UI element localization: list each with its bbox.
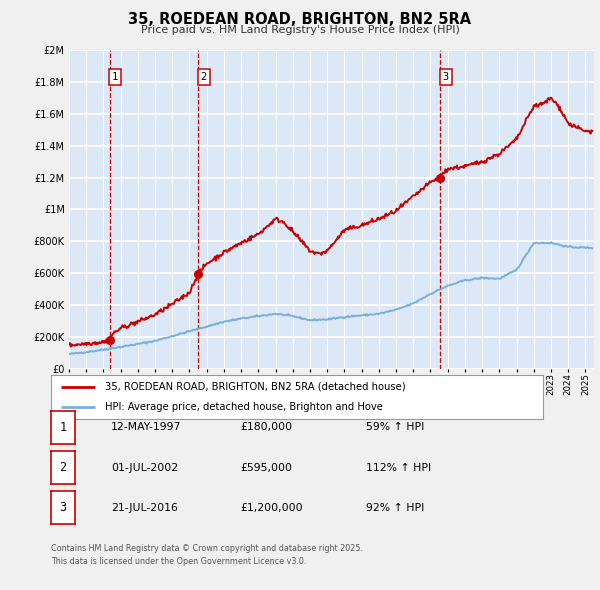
Text: 1: 1 <box>112 72 118 82</box>
Text: 59% ↑ HPI: 59% ↑ HPI <box>366 422 424 432</box>
Text: £180,000: £180,000 <box>240 422 292 432</box>
Text: 35, ROEDEAN ROAD, BRIGHTON, BN2 5RA (detached house): 35, ROEDEAN ROAD, BRIGHTON, BN2 5RA (det… <box>105 382 406 392</box>
Text: 2: 2 <box>59 461 67 474</box>
Text: 12-MAY-1997: 12-MAY-1997 <box>111 422 181 432</box>
Text: 1: 1 <box>59 421 67 434</box>
Text: 21-JUL-2016: 21-JUL-2016 <box>111 503 178 513</box>
Text: 2: 2 <box>200 72 207 82</box>
Text: HPI: Average price, detached house, Brighton and Hove: HPI: Average price, detached house, Brig… <box>105 402 383 412</box>
Text: £595,000: £595,000 <box>240 463 292 473</box>
Text: 3: 3 <box>443 72 449 82</box>
Text: £1,200,000: £1,200,000 <box>240 503 302 513</box>
Text: 01-JUL-2002: 01-JUL-2002 <box>111 463 178 473</box>
Text: This data is licensed under the Open Government Licence v3.0.: This data is licensed under the Open Gov… <box>51 558 307 566</box>
Text: 3: 3 <box>59 501 67 514</box>
Text: Contains HM Land Registry data © Crown copyright and database right 2025.: Contains HM Land Registry data © Crown c… <box>51 545 363 553</box>
Text: Price paid vs. HM Land Registry's House Price Index (HPI): Price paid vs. HM Land Registry's House … <box>140 25 460 35</box>
Text: 92% ↑ HPI: 92% ↑ HPI <box>366 503 424 513</box>
Text: 35, ROEDEAN ROAD, BRIGHTON, BN2 5RA: 35, ROEDEAN ROAD, BRIGHTON, BN2 5RA <box>128 12 472 27</box>
Text: 112% ↑ HPI: 112% ↑ HPI <box>366 463 431 473</box>
